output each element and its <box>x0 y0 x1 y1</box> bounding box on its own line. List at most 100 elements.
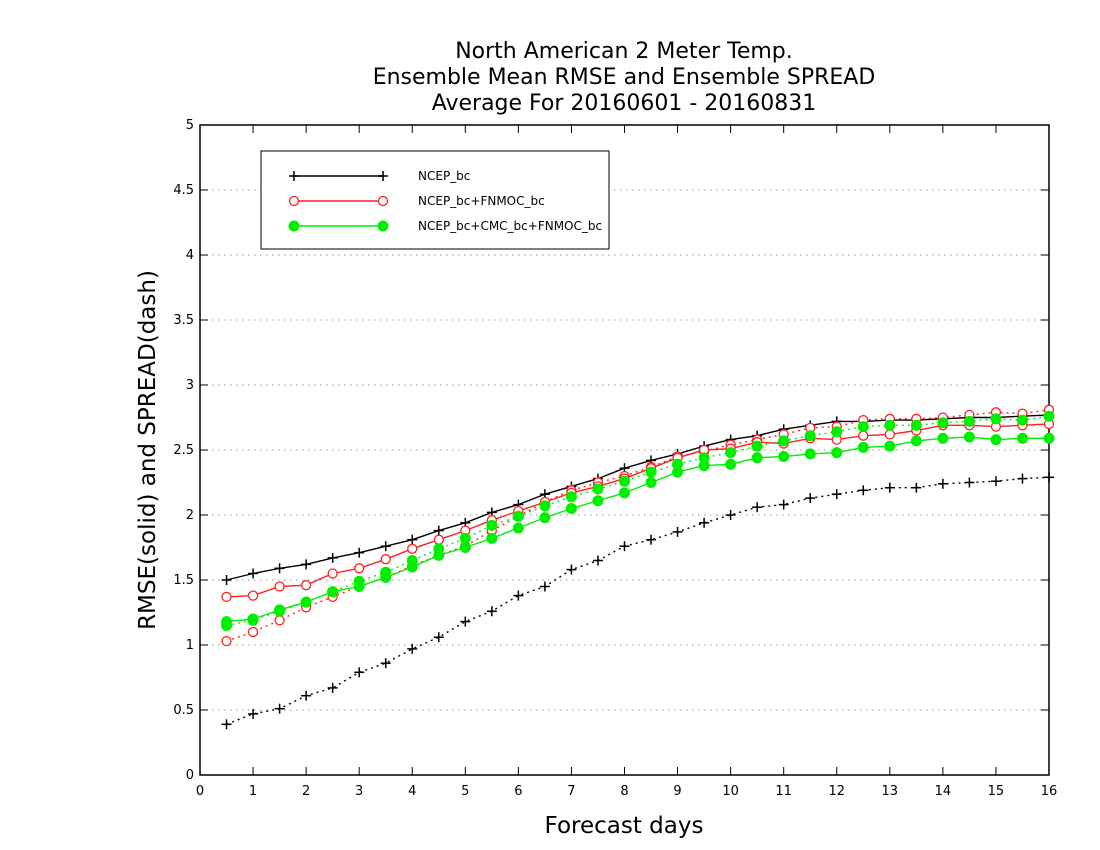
rmse-point <box>433 549 445 561</box>
spread-point <box>645 466 657 478</box>
spread-point <box>380 658 391 669</box>
rmse-point <box>354 547 365 558</box>
spread-point <box>990 476 1001 487</box>
rmse-point <box>619 487 630 499</box>
rmse-point <box>247 613 259 625</box>
x-tick-label: 3 <box>355 784 363 799</box>
rmse-point <box>990 434 1002 446</box>
y-tick-label: 2.5 <box>173 443 194 458</box>
y-tick-label: 4 <box>186 248 194 263</box>
x-axis-label: Forecast days <box>545 813 704 839</box>
rmse-point <box>565 503 577 514</box>
spread-point <box>699 517 710 528</box>
legend-marker-end <box>377 195 389 207</box>
legend-entries: NCEP_bc NCEP_bc+FNMOC_bc NCEP_bc+CMC_bc+FN… <box>288 169 602 233</box>
legend-marker-start <box>289 171 299 181</box>
rmse-point <box>380 571 392 583</box>
rmse-point <box>407 543 418 554</box>
rmse-point <box>274 563 285 574</box>
spread-point <box>778 499 789 510</box>
series-0 <box>221 409 1054 730</box>
spread-point <box>725 447 737 459</box>
spread-point <box>804 430 816 442</box>
spread-point <box>486 519 498 531</box>
spread-point <box>831 489 842 500</box>
rmse-point <box>354 563 365 574</box>
legend-marker-start <box>288 195 300 207</box>
y-axis-label: RMSE(solid) and SPREAD(dash) <box>135 270 161 630</box>
rmse-point <box>645 477 657 488</box>
chart-title: North American 2 Meter Temp. Ensemble Me… <box>373 39 876 116</box>
x-tick-label: 9 <box>673 784 681 799</box>
y-tick-label: 0 <box>186 768 194 783</box>
rmse-point <box>672 466 684 478</box>
spread-point <box>1017 473 1028 484</box>
y-tick-label: 1.5 <box>173 573 194 588</box>
spread-point <box>884 482 895 493</box>
spread-point <box>248 708 259 719</box>
rmse-point <box>751 452 763 464</box>
x-tick-label: 11 <box>775 784 792 799</box>
spread-point <box>247 626 259 638</box>
x-tick-label: 13 <box>882 784 899 799</box>
title-line-3: Average For 20160601 - 20160831 <box>432 91 817 116</box>
legend: NCEP_bc NCEP_bc+FNMOC_bc NCEP_bc+CMC_bc+FN… <box>260 150 610 250</box>
x-tick-label: 0 <box>196 784 204 799</box>
spread-point <box>221 719 232 730</box>
rmse-point <box>380 541 391 552</box>
rmse-point <box>778 451 790 462</box>
spread-point <box>1016 414 1028 426</box>
rmse-point <box>459 542 471 553</box>
rmse-point <box>963 431 975 443</box>
rmse-point <box>486 532 498 544</box>
spread-point <box>1043 410 1055 422</box>
ticks-layer: 00.511.522.533.544.550 1 2 3 4 5 6 7 8 9 10 11 12 13 1… <box>173 118 1057 799</box>
rmse-point <box>857 441 869 453</box>
rmse-point <box>1043 432 1055 444</box>
spread-point <box>486 606 497 617</box>
rmse-point <box>937 432 949 444</box>
rmse-point <box>698 460 710 472</box>
spread-point <box>725 510 736 520</box>
spread-point <box>751 440 763 452</box>
series-1 <box>221 404 1055 647</box>
spread-point <box>619 541 630 552</box>
rmse-point <box>327 568 338 579</box>
spread-point <box>805 493 816 504</box>
x-tick-label: 14 <box>935 784 952 799</box>
spread-point <box>778 435 790 447</box>
legend-label: NCEP_bc <box>418 169 470 183</box>
rmse-point <box>512 522 524 534</box>
y-tick-label: 1 <box>186 638 194 653</box>
legend-marker-end <box>378 171 388 181</box>
rmse-point <box>433 534 444 545</box>
rmse-point <box>221 616 233 628</box>
x-tick-label: 15 <box>988 784 1005 799</box>
x-tick-label: 5 <box>461 784 469 799</box>
legend-marker-end <box>377 220 389 232</box>
rmse-point <box>910 435 922 447</box>
legend-entry: NCEP_bc <box>289 169 470 183</box>
rmse-point <box>221 591 232 603</box>
rmse-point <box>221 575 232 585</box>
spread-point <box>539 581 550 592</box>
spread-point <box>354 667 365 678</box>
spread-line <box>226 415 1050 627</box>
spread-point <box>910 419 922 431</box>
y-tick-label: 2 <box>186 508 194 523</box>
spread-point <box>274 703 285 714</box>
spread-point <box>221 635 232 647</box>
series-layer <box>221 404 1055 730</box>
rmse-point <box>274 604 286 616</box>
rmse-point <box>274 581 285 592</box>
rmse-point <box>301 559 312 570</box>
rmse-point <box>804 448 816 460</box>
x-tick-label: 7 <box>567 784 575 799</box>
rmse-point <box>831 447 843 459</box>
y-tick-label: 0.5 <box>173 703 194 718</box>
spread-point <box>963 415 975 427</box>
legend-entry: NCEP_bc+FNMOC_bc <box>288 194 545 208</box>
spread-point <box>433 632 444 643</box>
rmse-point <box>884 440 896 452</box>
